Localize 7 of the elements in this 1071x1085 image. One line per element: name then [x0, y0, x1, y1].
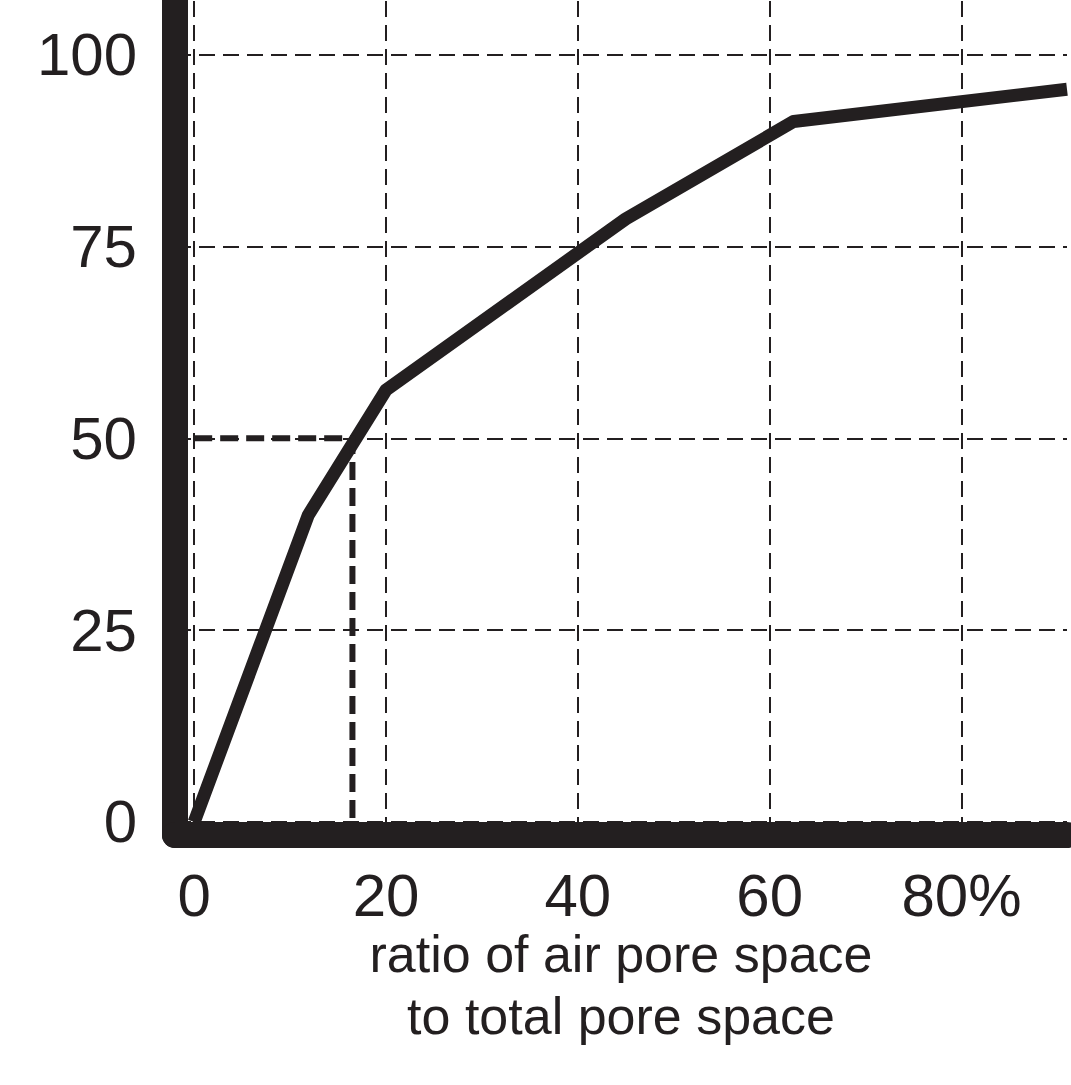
x-tick-label: 80% — [901, 861, 1022, 929]
y-tick-label: 75 — [70, 213, 137, 281]
y-tick-label: 100 — [36, 21, 137, 89]
y-tick-label: 0 — [103, 788, 137, 856]
y-tick-label: 25 — [70, 596, 137, 664]
x-tick-label: 0 — [177, 861, 211, 929]
y-tick-label: 50 — [70, 404, 137, 472]
